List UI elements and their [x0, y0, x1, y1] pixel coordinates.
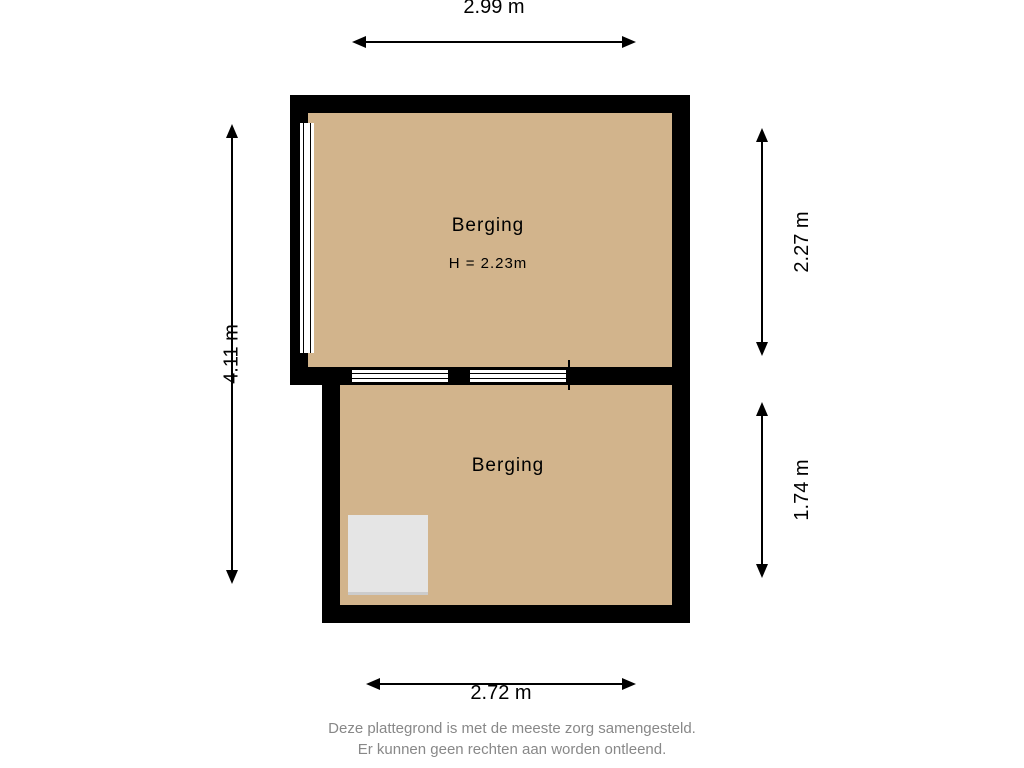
dim-left: 4.11 m	[212, 124, 252, 584]
disclaimer-line1: Deze plattegrond is met de meeste zorg s…	[328, 720, 696, 737]
window-divider-2-l2	[470, 378, 566, 379]
dim-top: 2.99 m	[352, 22, 636, 62]
dim-right-upper-label: 2.27 m	[791, 211, 814, 272]
window-divider-2	[470, 370, 566, 382]
window-left-line2	[310, 123, 311, 353]
dim-top-label: 2.99 m	[352, 0, 636, 19]
disclaimer: Deze plattegrond is met de meeste zorg s…	[0, 718, 1024, 760]
wall-bottom	[322, 605, 690, 623]
dim-left-label: 4.11 m	[220, 324, 243, 384]
dim-bottom: 2.72 m	[366, 664, 636, 704]
window-divider-2-l1	[470, 373, 566, 374]
fixture-block	[348, 515, 428, 595]
window-divider-1	[352, 370, 448, 382]
window-divider-1-l1	[352, 373, 448, 374]
dim-bottom-label: 2.72 m	[366, 682, 636, 705]
room-lower-label: Berging	[418, 455, 598, 477]
dim-right-lower: 1.74 m	[742, 402, 782, 578]
door-tick	[568, 360, 570, 390]
window-divider-1-l2	[352, 378, 448, 379]
window-left-line1	[303, 123, 304, 353]
disclaimer-line2: Er kunnen geen rechten aan worden ontlee…	[358, 741, 667, 758]
room-upper-label: Berging	[398, 215, 578, 237]
dim-right-upper: 2.27 m	[742, 128, 782, 356]
room-upper-height: H = 2.23m	[398, 255, 578, 272]
dim-right-lower-label: 1.74 m	[791, 459, 814, 520]
floorplan-canvas: Berging H = 2.23m Berging 2.99 m 2.72 m …	[0, 0, 1024, 768]
wall-top	[290, 95, 690, 113]
wall-right	[672, 95, 690, 623]
room-upper-floor	[308, 113, 672, 367]
wall-left-lower	[322, 367, 340, 623]
